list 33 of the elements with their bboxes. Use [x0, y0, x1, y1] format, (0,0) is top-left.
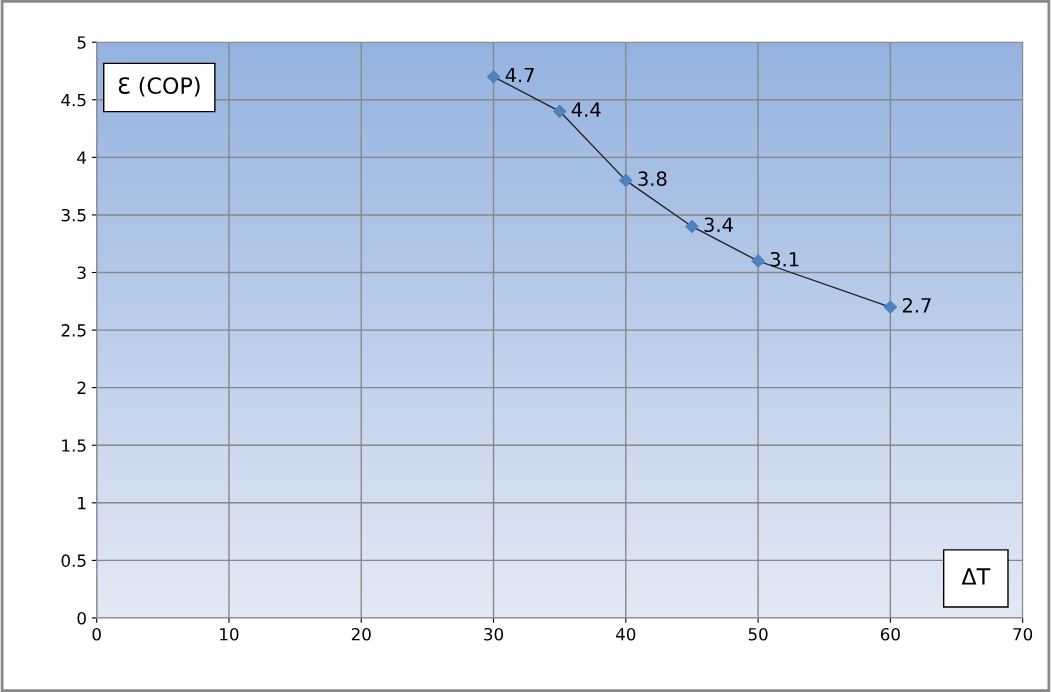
x-tick-label: 20	[351, 627, 371, 641]
data-label: 2.7	[902, 297, 931, 313]
data-label: 4.7	[505, 67, 534, 83]
x-tick-label: 60	[880, 627, 900, 641]
point	[883, 300, 897, 314]
x-axis-title: ΔT	[961, 568, 991, 585]
y-tick-label: 2	[77, 381, 86, 394]
y-tick-label: 0	[77, 611, 86, 625]
x-tick-label: 0	[92, 627, 101, 641]
data-label: 3.8	[638, 171, 667, 187]
point	[553, 104, 567, 118]
x-tick-label: 50	[748, 627, 768, 641]
y-tick-label: 1.5	[62, 439, 86, 452]
y-tick-label: 2.5	[61, 324, 86, 337]
x-tick-label: 70	[1013, 627, 1033, 641]
data-label: 4.4	[571, 102, 601, 117]
y-axis-title: Ɛ (COP)	[118, 76, 200, 97]
point	[486, 70, 501, 84]
y-tick-label: 0.5	[61, 554, 86, 567]
y-tick-label: 3	[77, 266, 86, 280]
x-tick-label: 40	[616, 627, 636, 641]
y-tick-label: 4	[77, 151, 87, 164]
point	[619, 173, 633, 187]
x-tick-label: 30	[484, 627, 504, 641]
data-label: 3.4	[704, 217, 733, 233]
data-label: 3.1	[770, 251, 799, 267]
y-tick-label: 4.5	[61, 93, 86, 107]
point	[685, 219, 699, 234]
y-tick-label: 1	[78, 496, 86, 510]
point	[751, 254, 765, 268]
y-tick-label: 3.5	[61, 208, 86, 222]
x-tick-label: 10	[220, 627, 239, 641]
y-tick-label: 5	[77, 36, 86, 49]
